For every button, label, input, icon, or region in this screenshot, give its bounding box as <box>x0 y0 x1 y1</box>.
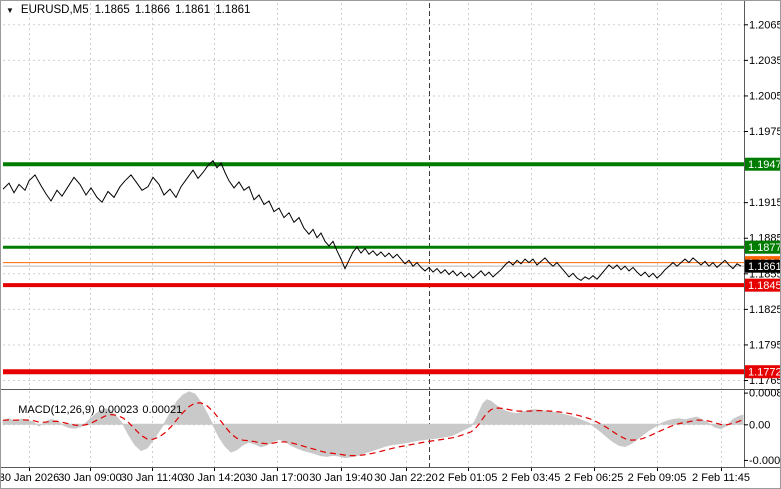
collapse-triangle-icon[interactable]: ▼ <box>6 5 14 15</box>
symbol-label: EURUSD,M5 <box>20 4 89 16</box>
time-axis-label: 2 Feb 09:05 <box>628 472 687 484</box>
price-axis-label: 1.1915 <box>749 197 781 209</box>
low-value: 1.1861 <box>175 4 211 16</box>
resistance-1-price-badge-label: 1.1947 <box>748 159 781 171</box>
support-2-price-badge-label: 1.1772 <box>748 367 781 379</box>
price-axis-label: 1.1825 <box>749 304 781 316</box>
macd-axis-label: 0.00 <box>749 419 770 431</box>
price-axis-label: 1.2065 <box>749 19 781 31</box>
price-axis-label: 1.1975 <box>749 126 781 138</box>
resistance-1-price-badge <box>745 157 780 171</box>
price-axis-label: 1.2035 <box>749 55 781 67</box>
chart-title: ▼ EURUSD,M5 1.1865 1.1866 1.1861 1.1861 <box>6 4 255 16</box>
macd-histogram <box>2 391 744 459</box>
macd-name: MACD(12,26,9) <box>18 404 95 416</box>
time-axis-label: 30 Jan 2026 <box>1 472 59 484</box>
price-line <box>2 159 742 282</box>
support-1-price-badge-label: 1.1845 <box>748 280 781 292</box>
time-axis-label: 30 Jan 19:40 <box>309 472 373 484</box>
time-axis-label: 2 Feb 01:05 <box>439 472 498 484</box>
support-2-price-badge <box>745 365 780 379</box>
resistance-2-price-badge <box>745 240 780 254</box>
support-1-price-badge <box>745 278 780 292</box>
macd-axis-label: -0.0009 <box>749 455 781 467</box>
time-axis-label: 30 Jan 14:20 <box>182 472 246 484</box>
macd-main-value: 0.00023 <box>98 404 139 416</box>
open-value: 1.1865 <box>94 4 130 16</box>
time-axis-label: 30 Jan 17:00 <box>245 472 309 484</box>
macd-axis-label: 0.0008 <box>749 388 781 400</box>
bid-line-price-badge-label: 1.1861 <box>748 261 781 273</box>
macd-indicator-label: MACD(12,26,9) 0.00023 0.00021 <box>6 392 186 428</box>
time-axis-label: 2 Feb 06:25 <box>565 472 624 484</box>
ohlc-values: 1.1865 1.1866 1.1861 1.1861 <box>95 4 256 16</box>
time-axis-label: 30 Jan 22:20 <box>374 472 438 484</box>
time-axis-label: 30 Jan 09:00 <box>58 472 122 484</box>
bid-line-price-badge <box>745 259 780 273</box>
macd-signal-line <box>2 402 744 457</box>
price-axis-label: 1.1795 <box>749 339 781 351</box>
time-axis-label: 2 Feb 03:45 <box>502 472 561 484</box>
macd-signal-value: 0.00021 <box>142 404 183 416</box>
high-value: 1.1866 <box>134 4 171 16</box>
time-axis-label: 30 Jan 11:40 <box>121 472 184 484</box>
resistance-2-price-badge-label: 1.1877 <box>748 242 781 254</box>
time-axis-label: 2 Feb 11:45 <box>692 472 750 484</box>
close-value: 1.1861 <box>215 4 251 16</box>
price-axis-label: 1.2005 <box>749 90 781 102</box>
